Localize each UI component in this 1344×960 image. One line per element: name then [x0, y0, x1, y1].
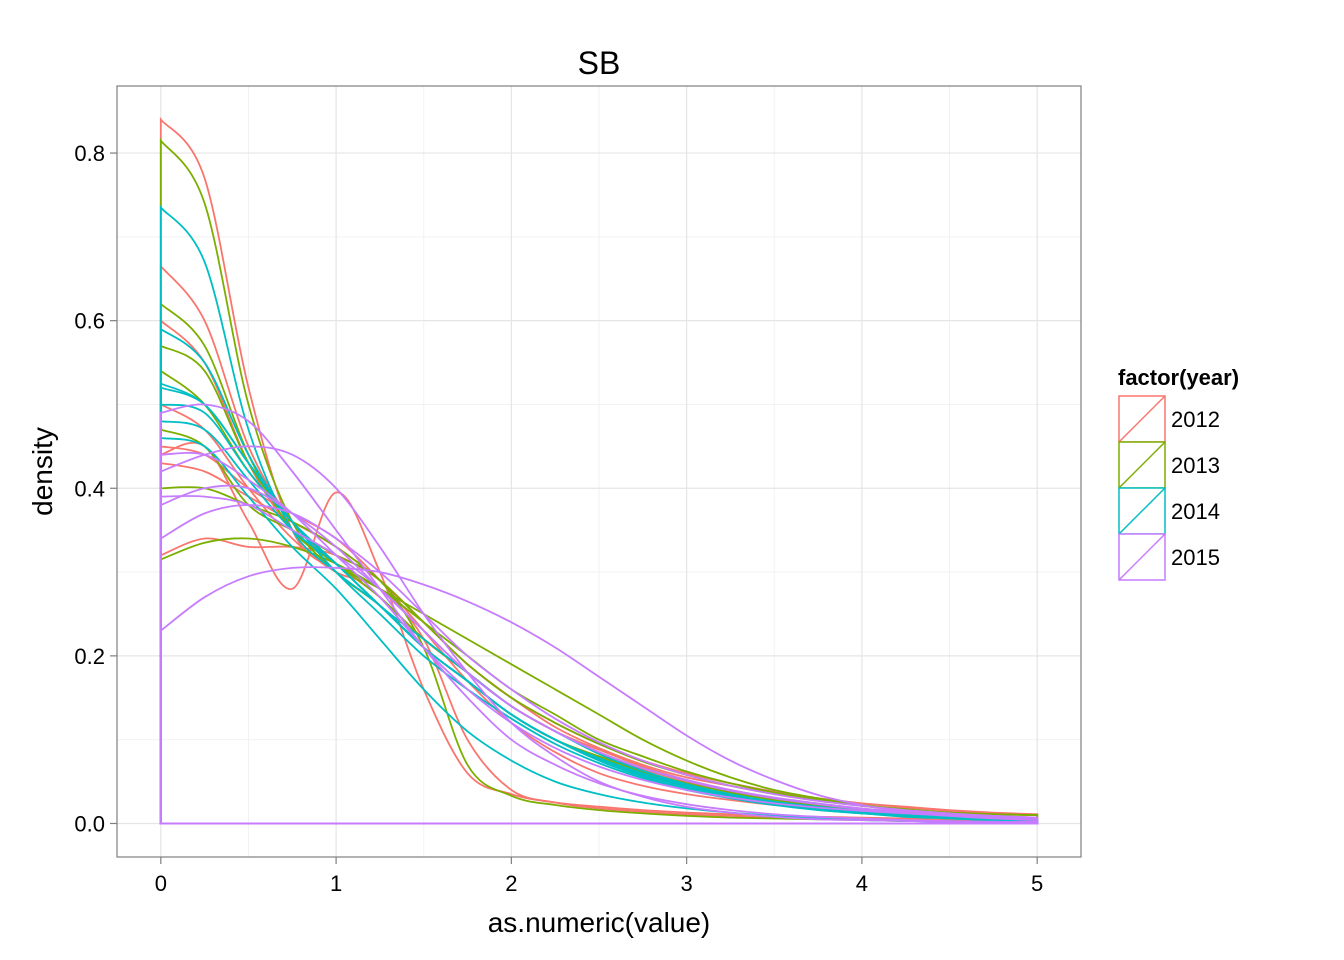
density-line-2015-26 — [159, 403, 1039, 825]
x-tick-label: 4 — [856, 871, 868, 896]
y-tick-label: 0.4 — [74, 476, 105, 501]
density-line-2014-21 — [159, 386, 1039, 825]
density-line-2015-24 — [159, 445, 1039, 825]
x-tick-label: 2 — [505, 871, 517, 896]
legend-title: factor(year) — [1118, 365, 1239, 390]
legend-label-2014: 2014 — [1171, 499, 1220, 524]
x-tick-label: 0 — [155, 871, 167, 896]
density-line-2015-28 — [159, 495, 1039, 825]
legend-key-line-2013 — [1118, 441, 1166, 489]
legend-key-line-2014 — [1118, 487, 1166, 535]
y-axis-title: density — [27, 427, 58, 516]
y-tick-label: 0.6 — [74, 309, 105, 334]
x-axis-title: as.numeric(value) — [488, 907, 711, 938]
legend-key-line-2012 — [1118, 395, 1166, 443]
x-tick-label: 1 — [330, 871, 342, 896]
y-tick-label: 0.0 — [74, 811, 105, 836]
x-tick-label: 3 — [681, 871, 693, 896]
x-axis: 0 1 2 3 4 5 — [155, 857, 1043, 896]
legend-label-2015: 2015 — [1171, 545, 1220, 570]
density-line-2015-25 — [159, 504, 1039, 825]
legend-label-2013: 2013 — [1171, 453, 1220, 478]
chart-title: SB — [578, 45, 621, 81]
density-lines — [159, 116, 1039, 825]
y-tick-label: 0.8 — [74, 141, 105, 166]
plot-panel-border — [116, 85, 1082, 858]
legend: factor(year) 2012 2013 2014 2015 — [1118, 365, 1239, 581]
x-tick-label: 5 — [1031, 871, 1043, 896]
legend-key-line-2015 — [1118, 533, 1166, 581]
y-axis: 0.0 0.2 0.4 0.6 0.8 — [74, 141, 117, 836]
y-tick-label: 0.2 — [74, 644, 105, 669]
legend-label-2012: 2012 — [1171, 407, 1220, 432]
